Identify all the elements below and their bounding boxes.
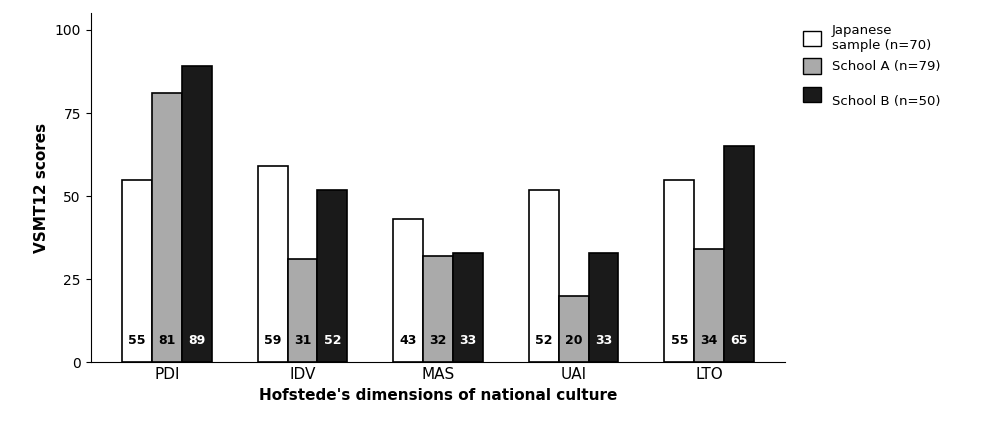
Bar <box>665 179 694 362</box>
Bar <box>182 66 211 362</box>
Text: 89: 89 <box>188 335 205 347</box>
Bar <box>529 190 559 362</box>
Text: 52: 52 <box>535 335 553 347</box>
Bar <box>394 219 423 362</box>
Bar <box>122 179 152 362</box>
Text: 55: 55 <box>671 335 688 347</box>
Text: 33: 33 <box>459 335 476 347</box>
Text: 59: 59 <box>264 335 281 347</box>
Bar <box>317 190 347 362</box>
Y-axis label: VSMT12 scores: VSMT12 scores <box>34 123 49 253</box>
Bar <box>588 253 618 362</box>
Legend: Japanese
sample (n=70), School A (n=79), 
School B (n=50): Japanese sample (n=70), School A (n=79),… <box>799 20 945 112</box>
Text: 55: 55 <box>128 335 146 347</box>
Bar <box>724 146 754 362</box>
Text: 52: 52 <box>323 335 341 347</box>
Text: 65: 65 <box>730 335 747 347</box>
Bar <box>423 256 453 362</box>
Text: 32: 32 <box>429 335 447 347</box>
Bar <box>288 259 317 362</box>
Bar <box>258 166 288 362</box>
Text: 20: 20 <box>565 335 582 347</box>
Bar <box>694 249 724 362</box>
Text: 31: 31 <box>294 335 311 347</box>
Text: 34: 34 <box>701 335 718 347</box>
Bar <box>152 93 182 362</box>
Bar <box>453 253 482 362</box>
Text: 43: 43 <box>400 335 417 347</box>
Bar <box>559 296 588 362</box>
Text: 81: 81 <box>158 335 175 347</box>
X-axis label: Hofstede's dimensions of national culture: Hofstede's dimensions of national cultur… <box>259 388 617 403</box>
Text: 33: 33 <box>595 335 612 347</box>
